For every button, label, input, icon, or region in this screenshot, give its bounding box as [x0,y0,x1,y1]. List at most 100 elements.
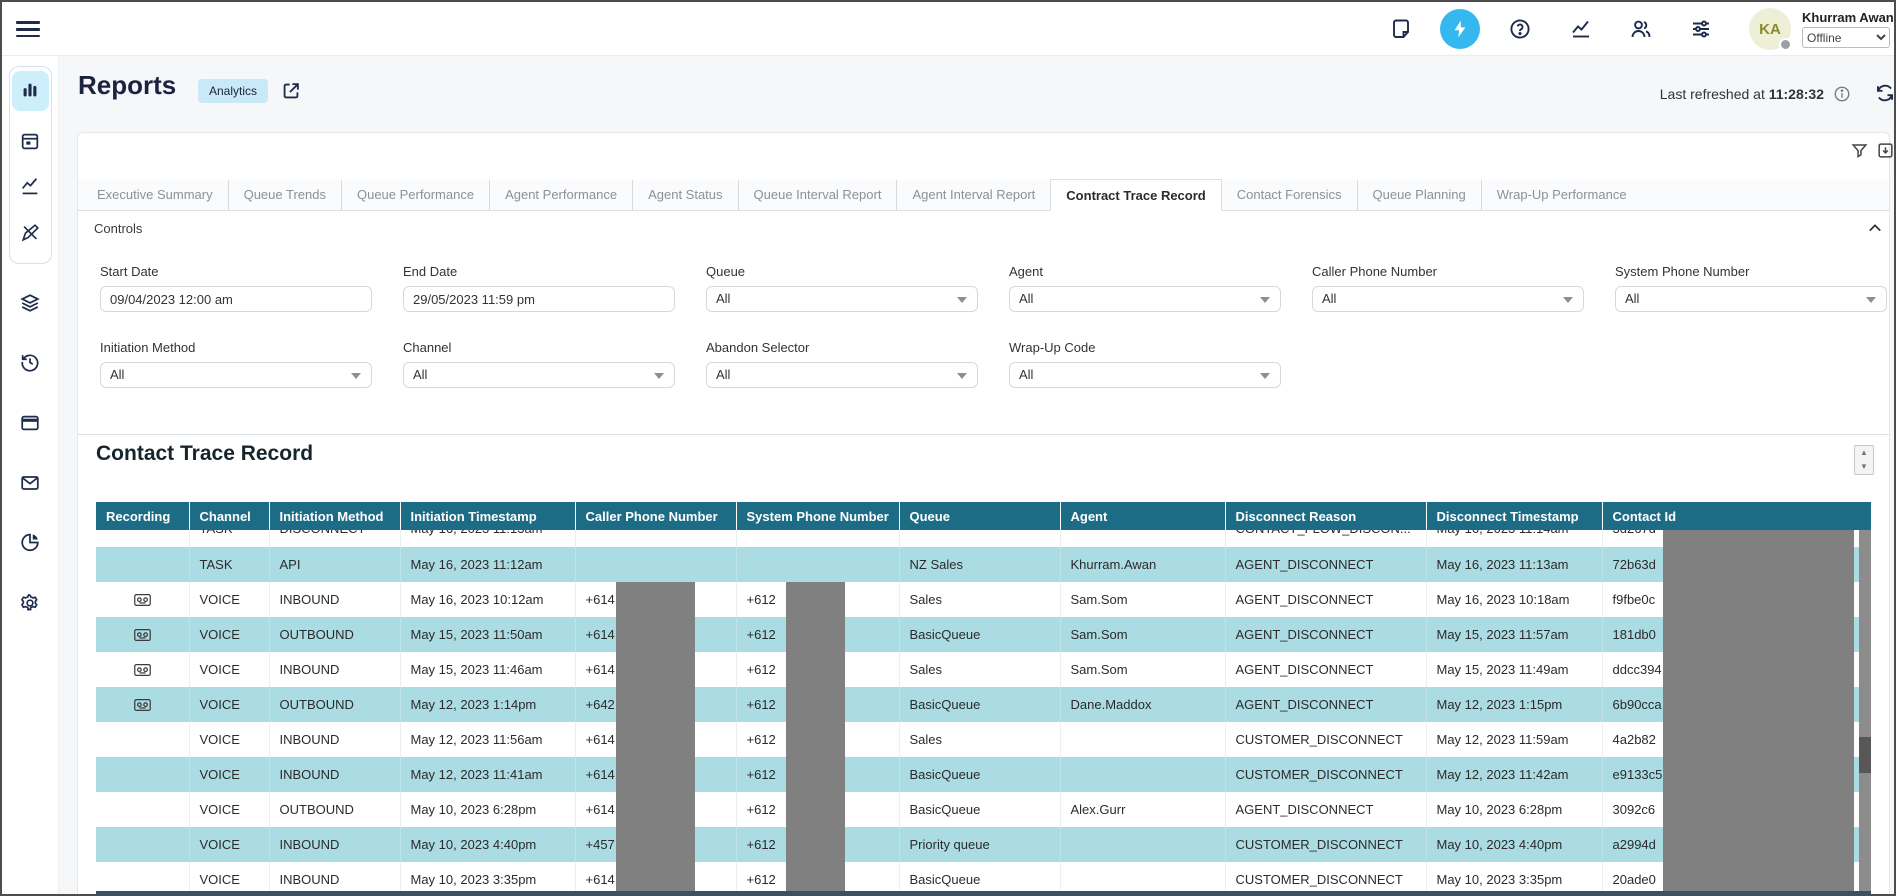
column-header[interactable]: Disconnect Timestamp [1426,502,1602,530]
layers-icon[interactable] [19,292,41,314]
info-icon[interactable] [1833,85,1851,103]
tab-queue-interval-report[interactable]: Queue Interval Report [738,180,897,210]
recording-cell [96,652,189,687]
window-icon[interactable] [19,412,41,434]
cell-caller-phone [575,547,736,582]
recording-icon[interactable] [134,662,151,677]
design-brush-icon[interactable] [19,222,41,244]
history-icon[interactable] [19,351,41,373]
metrics-icon[interactable] [1569,17,1593,41]
bar-chart-icon[interactable] [19,79,41,101]
column-header[interactable]: Disconnect Reason [1225,502,1426,530]
filter-funnel-icon[interactable] [1850,141,1869,160]
scrollbar-thumb[interactable] [1859,737,1871,773]
external-link-icon[interactable] [280,80,302,102]
tab-agent-performance[interactable]: Agent Performance [489,180,632,210]
sliders-icon[interactable] [1689,17,1713,41]
channel-select[interactable]: All [403,362,675,388]
cell-queue: BasicQueue [899,617,1060,652]
horizontal-scrollbar[interactable] [96,891,1871,896]
help-icon[interactable] [1508,17,1532,41]
recording-icon[interactable] [134,592,151,607]
column-header[interactable]: Channel [189,502,269,530]
wrap-up-code-select[interactable]: All [1009,362,1281,388]
mail-icon[interactable] [19,472,41,494]
tab-wrap-up-performance[interactable]: Wrap-Up Performance [1481,180,1642,210]
section-spinner[interactable]: ▲▼ [1854,445,1874,475]
recording-icon[interactable] [134,627,151,642]
download-icon[interactable] [1876,141,1895,160]
recording-cell [96,792,189,827]
tab-contact-forensics[interactable]: Contact Forensics [1222,180,1357,210]
table-row[interactable]: VOICEOUTBOUNDMay 12, 2023 1:14pm+642+612… [96,687,1871,722]
table-row[interactable]: TASKAPIMay 16, 2023 11:12amNZ SalesKhurr… [96,547,1871,582]
cell-disconnect-timestamp: May 12, 2023 1:15pm [1426,687,1602,722]
contact-trace-table: RecordingChannelInitiation MethodInitiat… [96,502,1871,896]
column-header[interactable]: Contact Id [1602,502,1871,530]
column-header[interactable]: Caller Phone Number [575,502,736,530]
tab-queue-performance[interactable]: Queue Performance [341,180,489,210]
lightning-button[interactable] [1440,9,1480,49]
cell-initiation-method: OUTBOUND [269,617,400,652]
cell-initiation-timestamp: May 16, 2023 11:13am [400,530,575,547]
caller-phone-select[interactable]: All [1312,286,1584,312]
initiation-method-select[interactable]: All [100,362,372,388]
refresh-icon[interactable] [1874,82,1896,104]
line-chart-icon[interactable] [19,176,41,198]
column-header[interactable]: Initiation Method [269,502,400,530]
table-row[interactable]: VOICEINBOUNDMay 12, 2023 11:41am+614+612… [96,757,1871,792]
column-header[interactable]: Recording [96,502,189,530]
filter-initiation-method: Initiation Method All [100,340,372,388]
users-icon[interactable] [1629,17,1653,41]
cell-channel: VOICE [189,862,269,893]
cell-agent [1060,862,1225,893]
start-date-input[interactable] [100,286,372,312]
calendar-icon[interactable] [19,130,41,152]
cell-agent [1060,722,1225,757]
cell-initiation-method: INBOUND [269,757,400,792]
cell-disconnect-reason: CUSTOMER_DISCONNECT [1225,757,1426,792]
recording-cell [96,862,189,893]
recording-icon[interactable] [134,697,151,712]
table-row[interactable]: VOICEINBOUNDMay 15, 2023 11:46am+614+612… [96,652,1871,687]
column-header[interactable]: System Phone Number [736,502,899,530]
column-header[interactable]: Queue [899,502,1060,530]
tab-queue-planning[interactable]: Queue Planning [1357,180,1481,210]
status-select[interactable]: Offline [1802,27,1890,48]
tab-agent-status[interactable]: Agent Status [632,180,737,210]
tab-agent-interval-report[interactable]: Agent Interval Report [896,180,1050,210]
column-header[interactable]: Initiation Timestamp [400,502,575,530]
cell-disconnect-reason: AGENT_DISCONNECT [1225,547,1426,582]
tab-contract-trace-record[interactable]: Contract Trace Record [1050,179,1221,211]
system-phone-select[interactable]: All [1615,286,1887,312]
recording-cell [96,582,189,617]
table-row[interactable]: VOICEINBOUNDMay 12, 2023 11:56am+614+612… [96,722,1871,757]
vertical-scrollbar[interactable] [1859,530,1871,893]
recording-cell [96,687,189,722]
table-header: RecordingChannelInitiation MethodInitiat… [96,502,1871,530]
end-date-input[interactable] [403,286,675,312]
table-row[interactable]: VOICEOUTBOUNDMay 10, 2023 6:28pm+614+612… [96,792,1871,827]
gear-icon[interactable] [19,592,41,614]
table-row[interactable]: VOICEINBOUNDMay 10, 2023 4:40pm+457+612P… [96,827,1871,862]
cell-initiation-timestamp: May 15, 2023 11:50am [400,617,575,652]
table-row[interactable]: TASKDISCONNECTMay 16, 2023 11:13amCONTAC… [96,530,1871,547]
cell-disconnect-reason: CONTACT_FLOW_DISCON... [1225,530,1426,547]
table-row[interactable]: VOICEINBOUNDMay 16, 2023 10:12am+614+612… [96,582,1871,617]
abandon-selector-select[interactable]: All [706,362,978,388]
table-row[interactable]: VOICEINBOUNDMay 10, 2023 3:35pm+614+612B… [96,862,1871,893]
hamburger-icon[interactable] [16,17,40,41]
filter-system-phone: System Phone Number All [1615,264,1887,312]
chevron-up-icon[interactable] [1866,219,1884,237]
cell-disconnect-timestamp: May 15, 2023 11:49am [1426,652,1602,687]
column-header[interactable]: Agent [1060,502,1225,530]
tab-queue-trends[interactable]: Queue Trends [228,180,341,210]
tab-executive-summary[interactable]: Executive Summary [82,180,228,210]
table-row[interactable]: VOICEOUTBOUNDMay 15, 2023 11:50am+614+61… [96,617,1871,652]
pie-chart-icon[interactable] [19,531,41,553]
queue-select[interactable]: All [706,286,978,312]
cell-disconnect-reason: AGENT_DISCONNECT [1225,617,1426,652]
cell-queue: Priority queue [899,827,1060,862]
agent-select[interactable]: All [1009,286,1281,312]
notes-icon[interactable] [1389,17,1413,41]
